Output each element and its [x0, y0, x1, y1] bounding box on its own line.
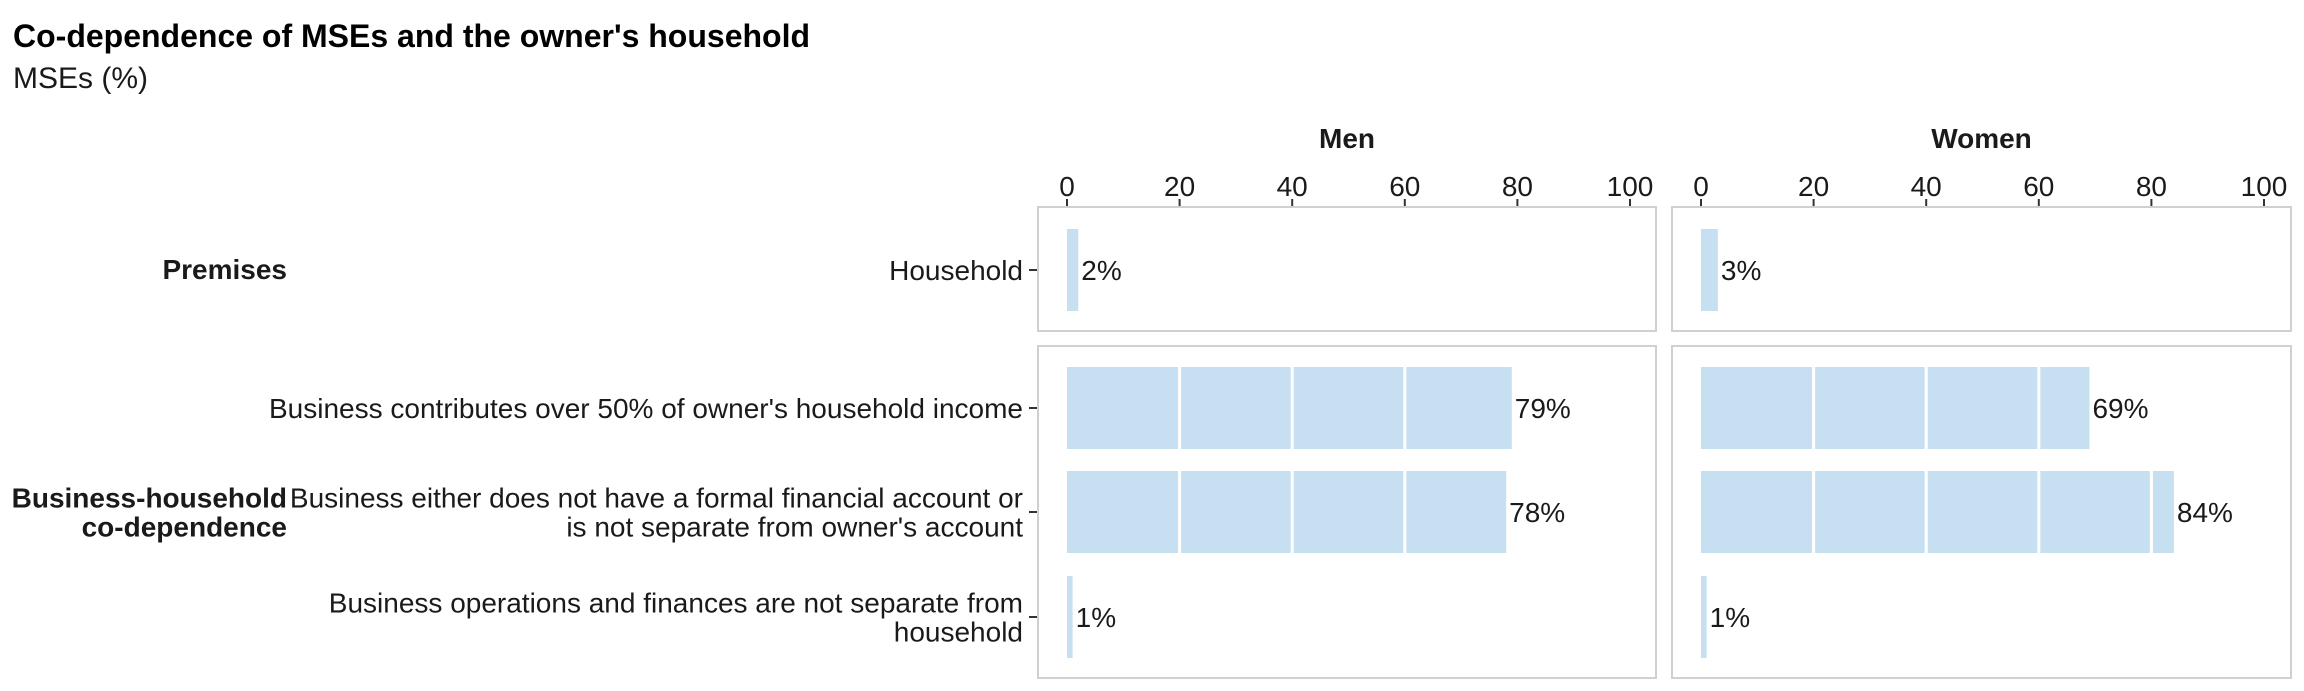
- bar: [1067, 471, 1507, 553]
- group-label: co-dependence: [82, 512, 287, 543]
- bar: [1067, 229, 1079, 311]
- category-label: Business operations and finances are not…: [329, 588, 1023, 619]
- data-label: 1%: [1710, 602, 1750, 633]
- group-label: Premises: [162, 254, 287, 285]
- x-tick-label: 100: [1607, 171, 1654, 202]
- data-label: 3%: [1721, 255, 1761, 286]
- x-tick-label: 80: [1502, 171, 1533, 202]
- bar: [1701, 229, 1718, 311]
- category-label: is not separate from owner's account: [566, 512, 1023, 543]
- x-tick-label: 100: [2241, 171, 2288, 202]
- data-label: 1%: [1076, 602, 1116, 633]
- data-label: 78%: [1509, 497, 1565, 528]
- chart-title: Co-dependence of MSEs and the owner's ho…: [13, 18, 811, 54]
- data-label: 2%: [1081, 255, 1121, 286]
- bar: [1067, 576, 1073, 658]
- group-label: Business-household: [12, 483, 287, 514]
- x-tick-label: 40: [1277, 171, 1308, 202]
- category-label: Household: [889, 255, 1023, 286]
- category-label: Business contributes over 50% of owner's…: [269, 393, 1023, 424]
- x-tick-label: 0: [1693, 171, 1709, 202]
- x-tick-label: 60: [2023, 171, 2054, 202]
- facet-label-men: Men: [1319, 123, 1375, 154]
- bar: [1701, 471, 2174, 553]
- data-label: 79%: [1515, 393, 1571, 424]
- panel-background: [1671, 206, 2292, 332]
- x-tick-label: 20: [1164, 171, 1195, 202]
- category-label: Business either does not have a formal f…: [290, 483, 1023, 514]
- x-tick-label: 20: [1798, 171, 1829, 202]
- data-label: 84%: [2177, 497, 2233, 528]
- x-tick-label: 40: [1911, 171, 1942, 202]
- bar: [1701, 367, 2090, 449]
- bar: [1067, 367, 1512, 449]
- panel-background: [1037, 206, 1657, 332]
- category-label: household: [894, 617, 1023, 648]
- facet-label-women: Women: [1931, 123, 2032, 154]
- x-tick-label: 0: [1059, 171, 1075, 202]
- chart-subtitle: MSEs (%): [13, 62, 148, 95]
- data-label: 69%: [2092, 393, 2148, 424]
- x-tick-label: 80: [2136, 171, 2167, 202]
- x-tick-label: 60: [1389, 171, 1420, 202]
- bar: [1701, 576, 1707, 658]
